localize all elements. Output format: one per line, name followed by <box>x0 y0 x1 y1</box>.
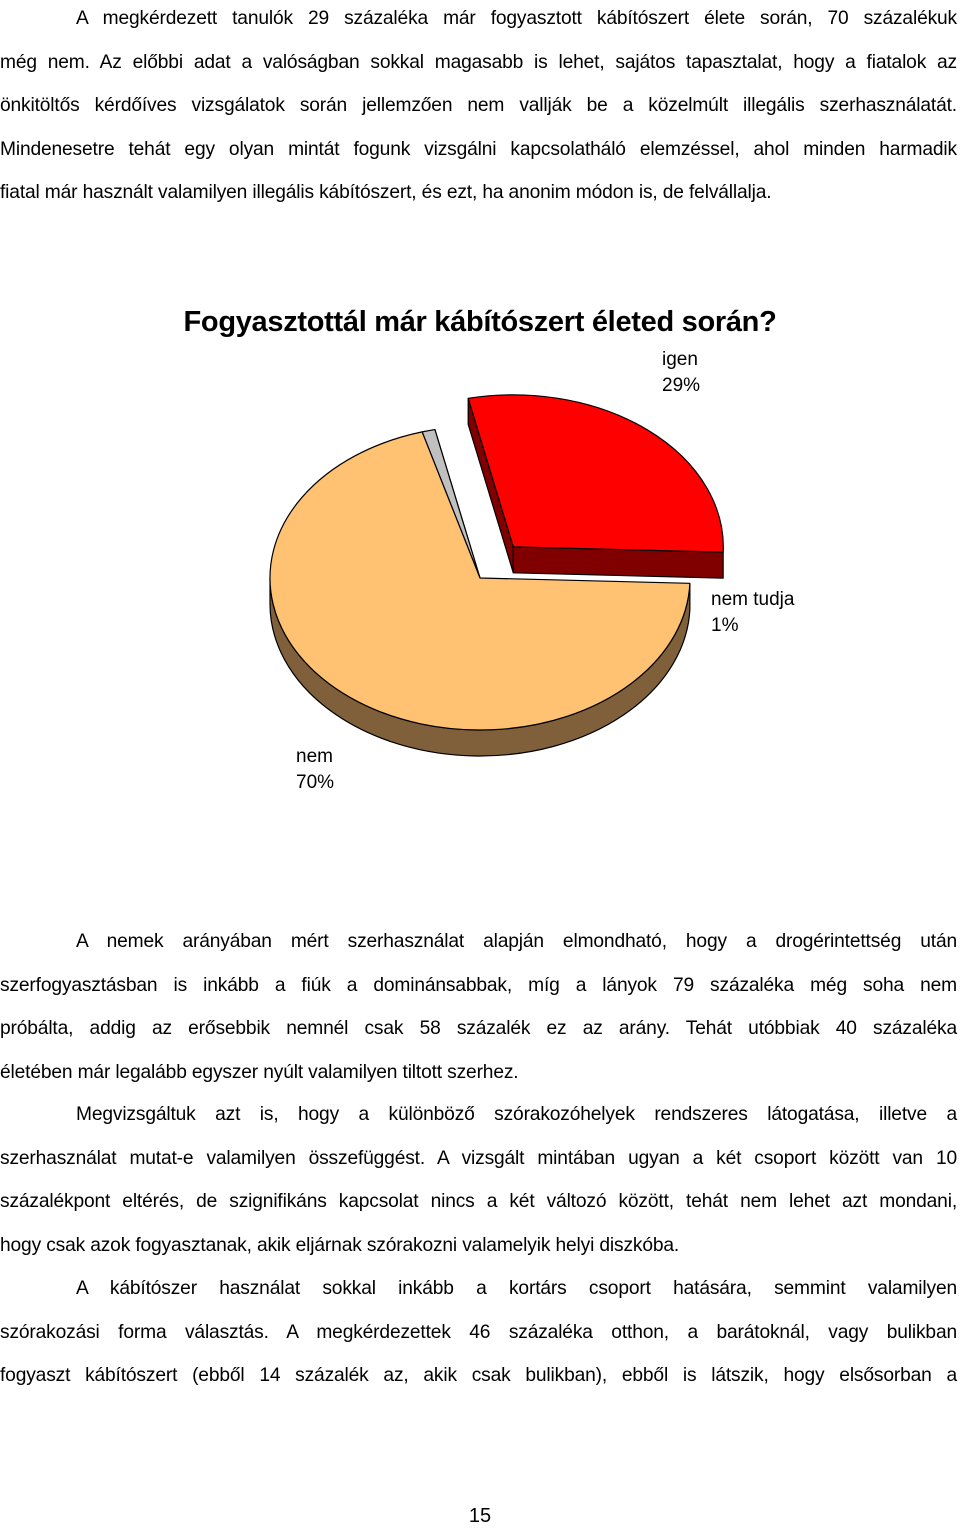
intro-paragraph: A megkérdezett tanulók 29 százaléka már … <box>0 0 957 215</box>
text-line: próbálta, addig az erősebbik nemnél csak… <box>0 1018 957 1039</box>
pie-slice-nem <box>269 431 691 731</box>
pie-slice-igen <box>467 394 724 553</box>
text-line: életében már legalább egyszer nyúlt vala… <box>0 1061 519 1083</box>
pie-tops <box>269 394 724 731</box>
text-line: A kábítószer használat sokkal inkább a k… <box>76 1278 957 1299</box>
text-line: még nem. Az előbbi adat a valóságban sok… <box>0 51 957 73</box>
slice-percent: 70% <box>296 772 335 793</box>
slice-name: igen <box>662 349 698 370</box>
text-line: önkitöltős kérdőíves vizsgálatok során j… <box>0 95 957 116</box>
slice-label-igen: igen 29% <box>662 347 700 399</box>
slice-name: nem <box>296 746 333 767</box>
text-line: hogy csak azok fogyasztanak, akik eljárn… <box>0 1234 680 1256</box>
gender-paragraph: A nemek arányában mért szerhasználat ala… <box>0 920 957 1094</box>
chart-title: Fogyasztottál már kábítószert életed sor… <box>183 306 777 338</box>
text-line: A nemek arányában mért szerhasználat ala… <box>76 931 957 952</box>
slice-percent: 29% <box>662 375 701 396</box>
text-line: százalékpont eltérés, de szignifikáns ka… <box>0 1191 957 1212</box>
page-number: 15 <box>468 1505 492 1527</box>
text-line: Mindenesetre tehát egy olyan mintát fogu… <box>0 138 957 160</box>
slice-label-nem-tudja: nem tudja 1% <box>711 587 794 639</box>
slice-name: nem tudja <box>711 589 795 610</box>
slice-label-nem: nem 70% <box>296 744 334 796</box>
text-line: fiatal már használt valamilyen illegális… <box>0 182 772 203</box>
text-line: fogyaszt kábítószert (ebből 14 százalék … <box>0 1365 957 1386</box>
text-line: szerhasználat mutat-e valamilyen összefü… <box>0 1147 957 1169</box>
text-line: A megkérdezett tanulók 29 százaléka már … <box>76 8 957 29</box>
pie-chart <box>269 394 724 757</box>
slice-percent: 1% <box>711 615 739 636</box>
text-line: szórakozási forma választás. A megkérdez… <box>0 1321 957 1343</box>
text-line: szerfogyasztásban is inkább a fiúk a dom… <box>0 974 957 996</box>
venues-paragraph: Megvizsgáltuk azt is, hogy a különböző s… <box>0 1093 957 1267</box>
peer-group-paragraph: A kábítószer használat sokkal inkább a k… <box>0 1267 957 1398</box>
text-line: Megvizsgáltuk azt is, hogy a különböző s… <box>76 1104 957 1125</box>
